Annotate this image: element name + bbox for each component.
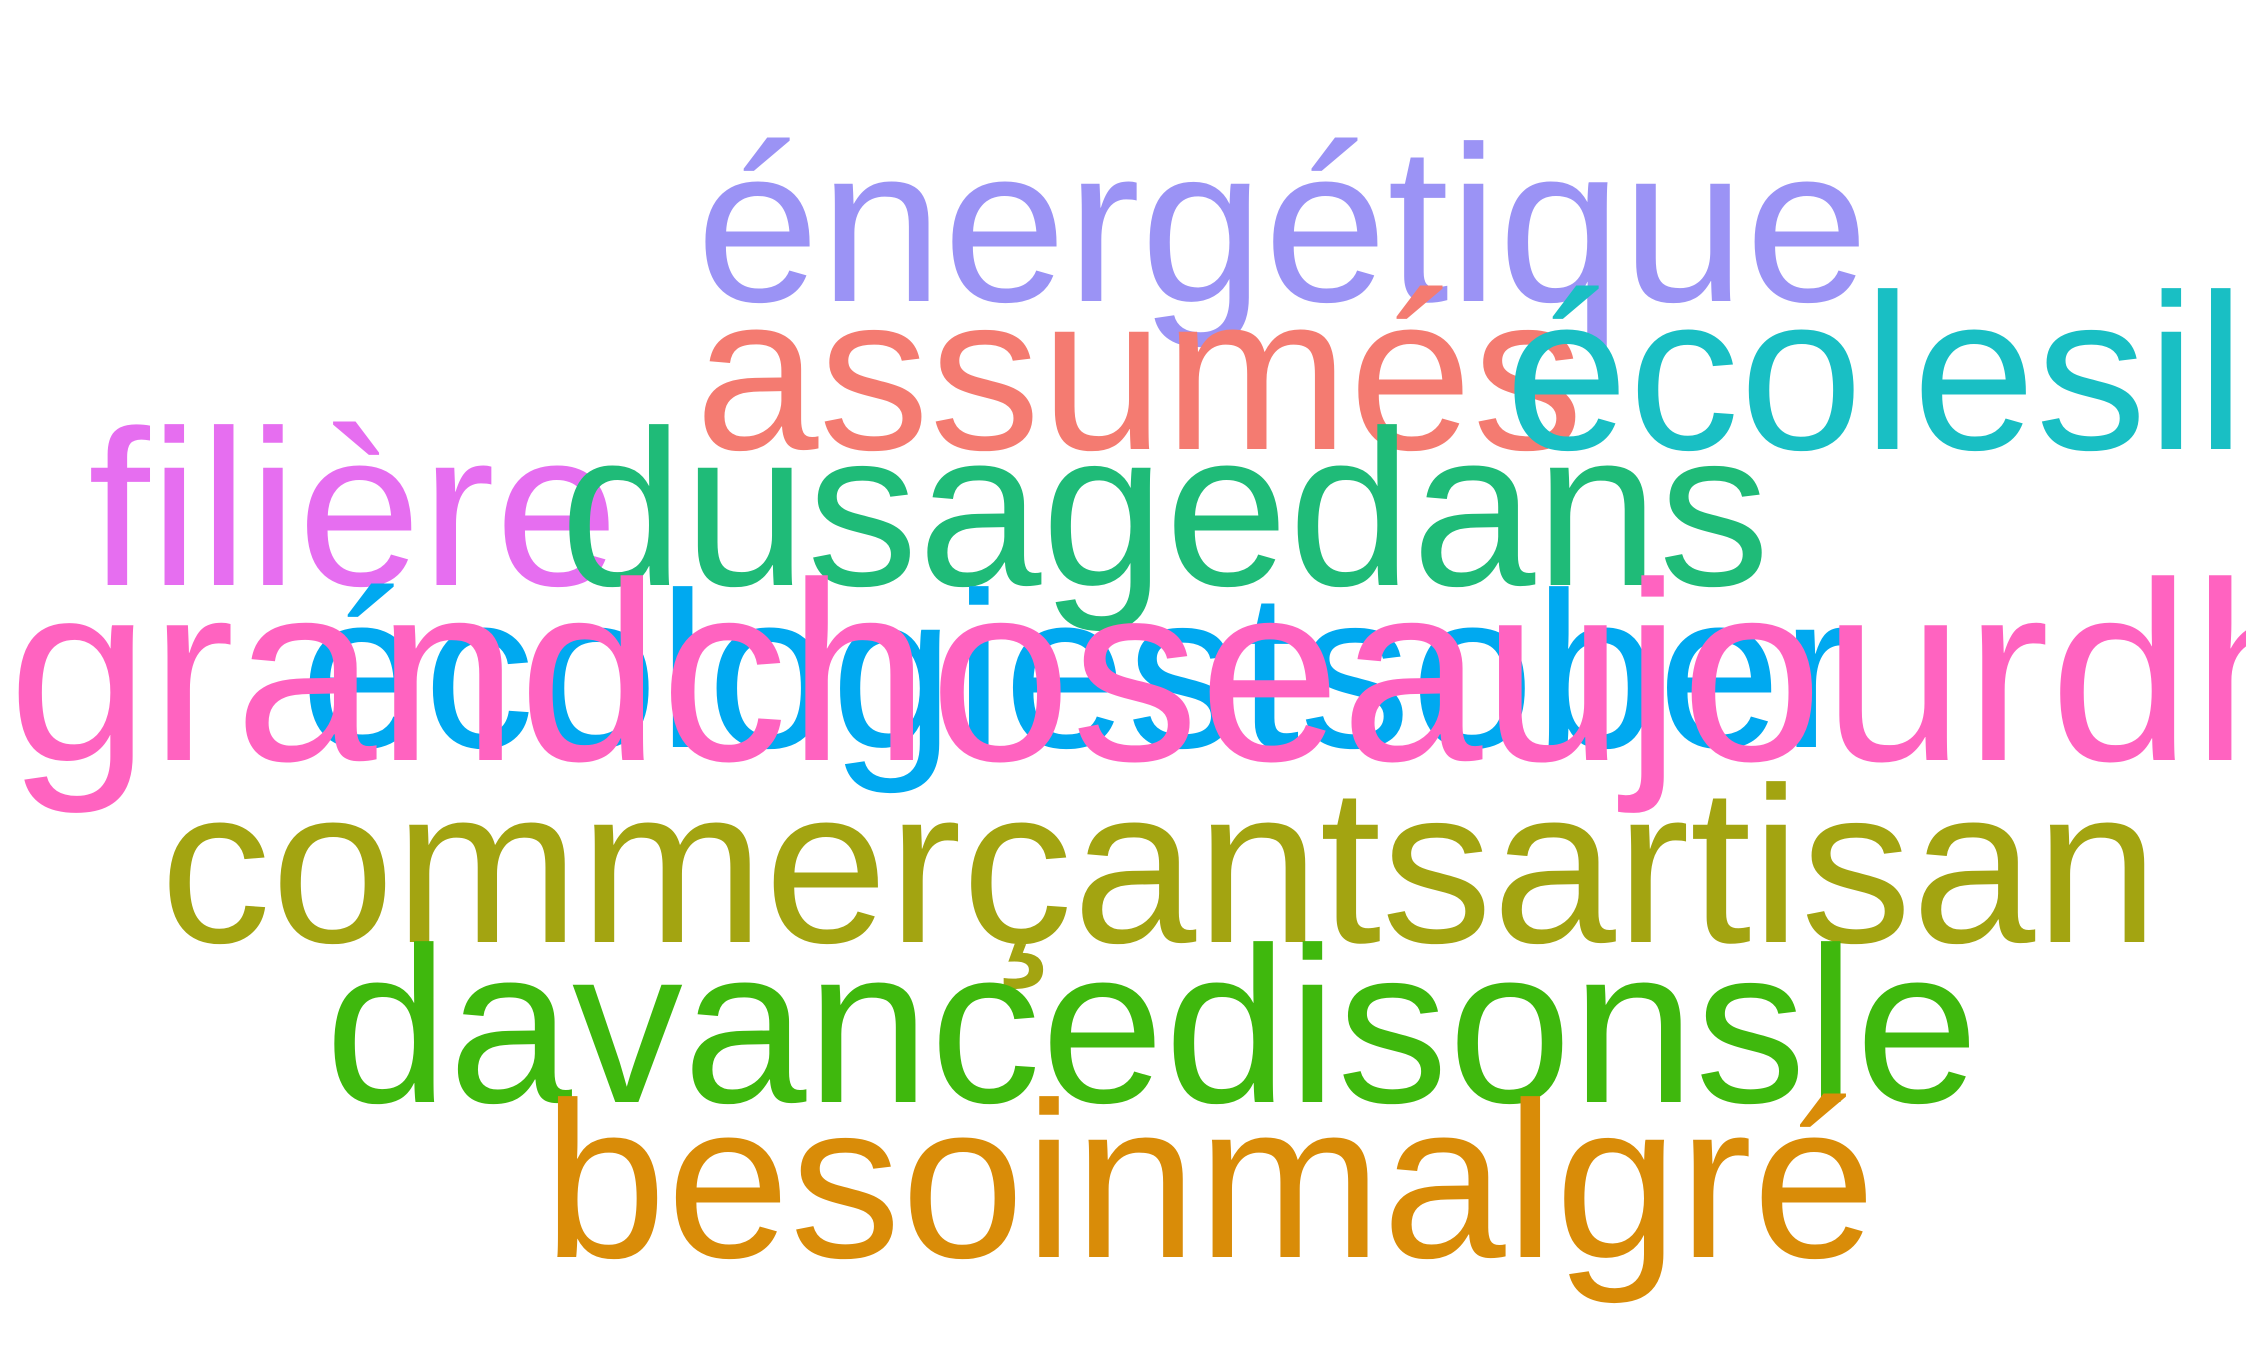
word-davance: davancedisonsle — [325, 902, 1979, 1150]
word-filiere: filière — [88, 385, 619, 633]
word-commercants: commerçantsartisan — [160, 742, 2159, 990]
word-besoin: besoinmalgré — [543, 1057, 1876, 1305]
word-energetique: énergétique — [696, 101, 1869, 349]
word-dusagedans: dusagedans — [560, 385, 1770, 633]
word-blue-overlap: écologiestsober — [300, 547, 1855, 795]
word-pink-overlap: grandchoseaujourdhui — [8, 530, 2246, 815]
word-ecolesil: écolesil — [1505, 249, 2246, 497]
word-assumes: assumés — [695, 249, 1584, 497]
